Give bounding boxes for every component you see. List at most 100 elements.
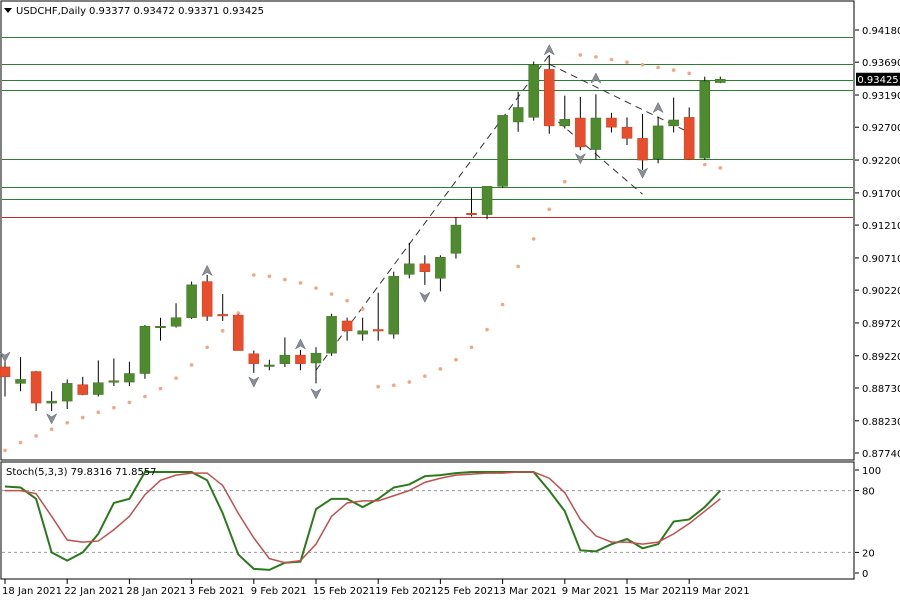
candle-body <box>699 80 710 159</box>
sar-point <box>252 273 256 277</box>
sar-point <box>563 179 567 184</box>
candle-body <box>264 364 275 367</box>
parabolic-sar <box>3 53 723 453</box>
stochastic-tick-label: 100 <box>862 466 881 477</box>
sar-point <box>127 400 132 405</box>
candle-body <box>15 379 26 384</box>
fractal-markers <box>0 44 664 425</box>
stochastic-title: Stoch(5,3,3) 79.8316 71.8557 <box>6 467 157 478</box>
sar-point <box>143 394 147 399</box>
candle-body <box>155 325 166 328</box>
last-price-label: 0.93425 <box>857 75 898 86</box>
fractal-up-icon <box>543 44 555 56</box>
candle-body <box>528 64 539 118</box>
last-price-tag: 0.93425 <box>856 72 900 86</box>
x-tick-label: 22 Jan 2021 <box>64 586 124 597</box>
candle-body <box>341 320 353 332</box>
fractal-down-icon <box>248 376 260 388</box>
candle-body <box>30 371 42 404</box>
trend-line <box>315 54 550 371</box>
sar-point <box>594 55 598 59</box>
sar-point <box>3 448 7 453</box>
main-plot-frame <box>0 0 855 461</box>
fractal-up-icon <box>201 264 213 277</box>
collapse-triangle-icon[interactable] <box>4 8 12 13</box>
candle-body <box>404 263 415 275</box>
stochastic-lines <box>4 471 722 571</box>
sar-point <box>112 405 116 410</box>
y-tick-label: 0.93190 <box>862 91 900 102</box>
chart-header: USDCHF,Daily 0.93377 0.93472 0.93371 0.9… <box>4 6 264 17</box>
stochastic-plot-frame <box>0 461 855 580</box>
candle-body <box>310 352 322 364</box>
sar-point <box>609 57 614 62</box>
sar-point <box>329 292 334 296</box>
candle-body <box>233 314 244 351</box>
x-tick-label: 28 Jan 2021 <box>126 586 186 597</box>
candle-body <box>481 186 493 215</box>
sar-point <box>189 363 194 367</box>
sar-point <box>236 311 241 315</box>
candle-body <box>590 117 602 150</box>
x-tick-label: 3 Feb 2021 <box>189 586 245 597</box>
candle-body <box>124 373 135 383</box>
x-tick-label: 25 Feb 2021 <box>437 586 499 597</box>
sar-point <box>34 434 38 438</box>
candle-body <box>93 382 104 395</box>
fractal-up-icon <box>652 101 664 114</box>
candle-body <box>248 353 260 364</box>
candle-body <box>450 224 462 254</box>
y-tick-label: 0.88730 <box>862 384 900 395</box>
candle-body <box>326 316 337 354</box>
sar-point <box>407 380 412 384</box>
candle-body <box>139 325 151 374</box>
sar-point <box>267 274 272 279</box>
candle-body <box>637 138 648 161</box>
candle-body <box>46 400 57 404</box>
stochastic-tick-label: 20 <box>862 548 875 559</box>
candle-body <box>715 79 726 83</box>
y-tick-label: 0.92200 <box>862 156 900 167</box>
sar-point <box>625 60 629 64</box>
sar-point <box>671 68 676 72</box>
candle-body <box>419 263 431 272</box>
sar-point <box>500 302 505 307</box>
sar-point <box>547 207 552 212</box>
candle-body <box>201 281 213 317</box>
candlesticks <box>0 54 726 411</box>
candle-body <box>621 126 633 139</box>
fractal-down-icon <box>574 153 586 165</box>
sar-point <box>438 367 443 371</box>
candle-body <box>544 69 555 127</box>
candle-body <box>559 119 571 127</box>
x-tick-label: 9 Feb 2021 <box>251 586 307 597</box>
sar-point <box>360 307 365 311</box>
x-tick-label: 19 Mar 2021 <box>686 586 749 597</box>
ohlc-values: 0.93377 0.93472 0.93371 0.93425 <box>89 6 264 17</box>
trend-line <box>549 63 690 133</box>
sar-point <box>314 286 318 290</box>
candle-body <box>466 213 477 216</box>
fractal-down-icon <box>636 167 649 179</box>
candle-body <box>512 107 524 123</box>
x-tick-label: 3 Mar 2021 <box>500 586 557 597</box>
fractal-down-icon <box>310 388 322 400</box>
sar-point <box>49 427 54 432</box>
candle-body <box>497 115 508 187</box>
sar-point <box>640 63 645 67</box>
candle-body <box>372 329 384 332</box>
candle-body <box>606 117 617 128</box>
stochastic-main-line <box>4 471 722 571</box>
candle-body <box>108 380 120 383</box>
x-tick-label: 9 Mar 2021 <box>562 586 619 597</box>
candle-body <box>186 284 197 318</box>
stochastic-tick-label: 0 <box>862 569 868 580</box>
y-tick-label: 0.88230 <box>862 417 900 428</box>
y-tick-label: 0.93690 <box>862 58 900 69</box>
y-tick-label: 0.89720 <box>862 319 900 330</box>
sar-point <box>174 376 178 380</box>
candle-body <box>435 257 446 279</box>
candle-body <box>295 354 306 364</box>
sar-point <box>656 65 660 70</box>
candle-body <box>61 383 73 402</box>
